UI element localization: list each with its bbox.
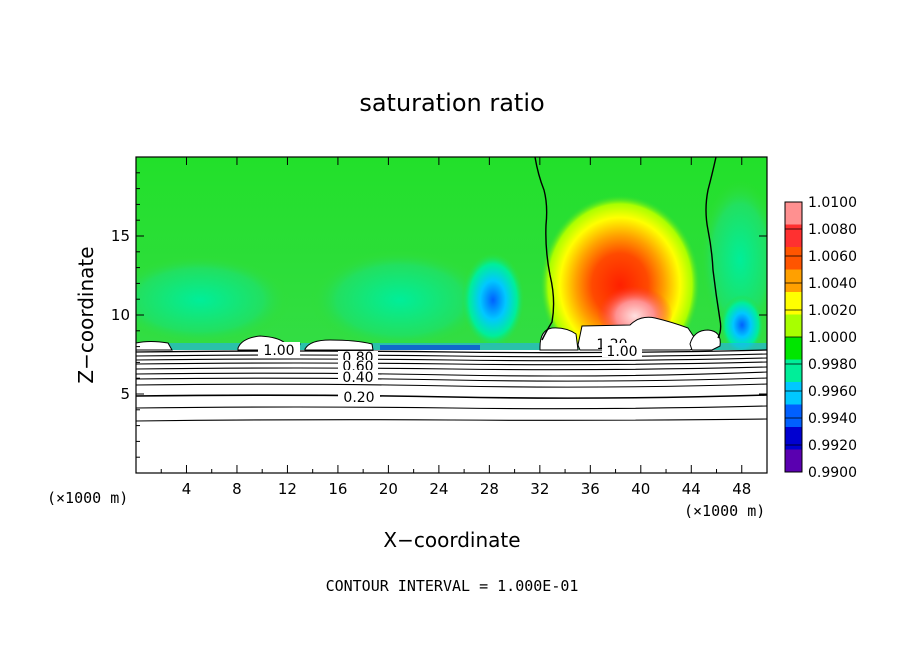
colorbar-swatch (785, 359, 802, 383)
cyan-region-28 (461, 252, 525, 348)
x-tick-label: 12 (278, 480, 297, 498)
y-axis-label: Z−coordinate (74, 246, 98, 383)
x-tick-label: 28 (480, 480, 499, 498)
contour-interval-note: CONTOUR INTERVAL = 1.000E-01 (326, 577, 579, 595)
x-axis-unit-right: (×1000 m) (684, 502, 765, 520)
x-tick-label: 44 (682, 480, 701, 498)
chart-title: saturation ratio (359, 89, 544, 117)
x-axis-label: X−coordinate (383, 528, 520, 552)
x-axis-unit-left: (×1000 m) (47, 489, 128, 507)
colorbar-level-label: 1.0080 (808, 222, 857, 238)
colorbar-swatch (785, 269, 802, 293)
colorbar-swatch (785, 382, 802, 405)
cloud-patch-left (136, 341, 173, 351)
x-tick-label: 40 (631, 480, 650, 498)
cloud-patch-33 (539, 327, 579, 351)
colorbar-level-label: 0.9960 (808, 384, 857, 400)
colorbar-swatch (785, 337, 802, 360)
colorbar-swatch (785, 292, 802, 315)
contour-saturation-left (534, 157, 555, 341)
lower-domain (136, 350, 767, 473)
colorbar-level-label: 1.0000 (808, 330, 857, 346)
cyan-region-46 (720, 295, 764, 355)
colorbar-level-label: 1.0100 (808, 195, 857, 211)
colorbar-level-label: 0.9900 (808, 465, 857, 481)
teal-region-mid (310, 250, 490, 350)
contour-label: 1.00 (606, 344, 637, 360)
contour-label: 0.40 (342, 370, 373, 386)
contour-label-group: 1.00 0.80 0.60 0.40 0.20 1.20 1.00 (258, 337, 642, 406)
colorbar-level-label: 1.0060 (808, 249, 857, 265)
colorbar-level-label: 0.9980 (808, 357, 857, 373)
teal-region-left (136, 255, 290, 345)
colorbar-swatch (785, 224, 802, 248)
colorbar-swatch (785, 202, 802, 225)
x-tick-label: 20 (379, 480, 398, 498)
colorbar-level-label: 0.9940 (808, 411, 857, 427)
cloud-patch-38 (577, 316, 701, 351)
y-tick-label: 10 (111, 306, 130, 324)
x-tick-label: 48 (732, 480, 751, 498)
y-tick-label: 15 (111, 227, 130, 245)
colorbar-swatch (785, 449, 802, 473)
x-tick-label: 8 (232, 480, 242, 498)
x-tick-label: 36 (581, 480, 600, 498)
colorbar-swatch (785, 427, 802, 450)
colorbar-swatch (785, 247, 802, 270)
plot-field: 1.00 0.80 0.60 0.40 0.20 1.20 1.00 (136, 157, 767, 473)
y-axis-ticks: 5 10 15 (111, 172, 767, 458)
y-tick-label: 5 (120, 385, 130, 403)
contour-label: 0.20 (343, 390, 374, 406)
boundary-layer-band-dark (380, 345, 480, 351)
contour-lines (136, 349, 767, 422)
colorbar-level-label: 0.9920 (808, 438, 857, 454)
cloud-patch-44 (689, 329, 721, 351)
colorbar-swatch (785, 314, 802, 338)
cloud-patch-16 (304, 339, 374, 351)
colorbar: 1.0100 1.0080 1.0060 1.0040 1.0020 1.0000 0.99… (784, 195, 857, 481)
contour-label: 1.00 (263, 343, 294, 359)
colorbar-swatch (785, 404, 802, 428)
x-tick-label: 4 (182, 480, 192, 498)
colorbar-level-label: 1.0040 (808, 276, 857, 292)
x-tick-label: 16 (328, 480, 347, 498)
x-axis-ticks: 4 8 12 16 20 24 28 32 36 40 44 48 (160, 157, 751, 498)
colorbar-level-label: 1.0020 (808, 303, 857, 319)
x-tick-label: 24 (429, 480, 448, 498)
contour-saturation-right (705, 157, 722, 339)
x-tick-label: 32 (530, 480, 549, 498)
